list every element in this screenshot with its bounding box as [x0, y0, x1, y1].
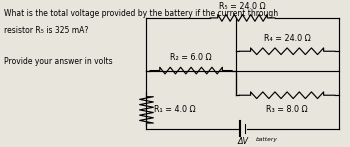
Text: R₃ = 8.0 Ω: R₃ = 8.0 Ω	[266, 105, 308, 114]
Text: R₁ = 4.0 Ω: R₁ = 4.0 Ω	[154, 105, 196, 114]
Text: ΔV: ΔV	[237, 137, 248, 146]
Text: Provide your answer in volts: Provide your answer in volts	[4, 57, 113, 66]
Text: R₅ = 24.0 Ω: R₅ = 24.0 Ω	[219, 2, 266, 11]
Text: battery: battery	[256, 137, 278, 142]
Text: R₂ = 6.0 Ω: R₂ = 6.0 Ω	[170, 53, 212, 62]
Text: R₄ = 24.0 Ω: R₄ = 24.0 Ω	[264, 34, 310, 43]
Text: What is the total voltage provided by the battery if the current through: What is the total voltage provided by th…	[4, 9, 278, 18]
Text: resistor R₅ is 325 mA?: resistor R₅ is 325 mA?	[4, 26, 89, 35]
